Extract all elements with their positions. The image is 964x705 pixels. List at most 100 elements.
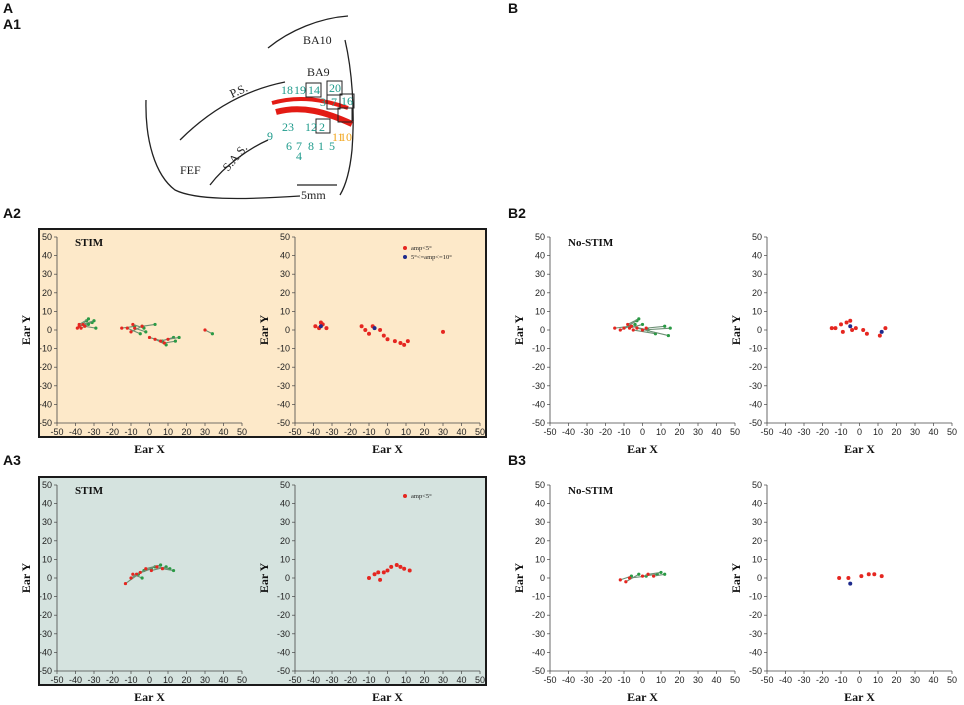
x-tick-label: -20 (816, 675, 829, 685)
trajectory-line (82, 320, 95, 325)
chart-a3-right: -50 -40 -30 -20 -10 0 10 20 30 40 50 50 40 30 20 10 0 -10… (257, 480, 485, 704)
label-ba10: BA10 (303, 33, 332, 47)
y-tick-label: -40 (277, 399, 290, 409)
x-tick-label: 40 (456, 675, 466, 685)
scatter-point (381, 333, 386, 338)
x-tick-label: 50 (475, 675, 485, 685)
trajectory-line (623, 320, 638, 329)
x-tick-label: -20 (816, 427, 829, 437)
panel-label-b3: B3 (508, 452, 526, 468)
y-tick-label: -40 (749, 399, 762, 409)
trajectory-line (642, 573, 658, 577)
x-tick-label: 10 (163, 675, 173, 685)
site-9: 9 (267, 129, 273, 143)
y-tick-label: 0 (47, 325, 52, 335)
y-tick-label: 0 (47, 573, 52, 583)
trajectory-line (642, 327, 671, 331)
site-3: 3 (320, 95, 326, 109)
site-23: 23 (282, 120, 294, 134)
label-sas: S.A.S. (220, 141, 251, 174)
trajectory-start (631, 328, 635, 332)
scatter-point (372, 326, 377, 331)
y-tick-label: -30 (532, 629, 545, 639)
scatter-point (853, 326, 858, 331)
y-tick-label: -20 (39, 610, 52, 620)
scatter-point (385, 337, 390, 342)
x-axis-label: Ear X (372, 442, 403, 456)
y-tick-label: 20 (752, 536, 762, 546)
x-axis-label: Ear X (627, 442, 658, 456)
y-tick-label: -40 (277, 647, 290, 657)
x-tick-label: 10 (873, 427, 883, 437)
x-tick-label: -20 (106, 427, 119, 437)
y-tick-label: -30 (277, 381, 290, 391)
panel-label-b2: B2 (508, 205, 526, 221)
y-tick-label: 10 (752, 554, 762, 564)
y-axis-label: Ear Y (512, 315, 526, 346)
scatter-point (872, 572, 877, 577)
chart-b2-right: -50 -40 -30 -20 -10 0 10 20 30 40 50 50 40 30 20 10 0 -10… (729, 232, 957, 456)
x-tick-label: 30 (693, 675, 703, 685)
y-tick-label: -40 (39, 647, 52, 657)
scatter-point (381, 570, 386, 575)
scatter-point (864, 331, 869, 336)
trajectory-start (162, 341, 166, 345)
y-tick-label: 30 (752, 269, 762, 279)
x-tick-label: -50 (543, 427, 556, 437)
scatter-point (372, 572, 377, 577)
trajectory-line (627, 318, 640, 325)
y-tick-label: -40 (532, 399, 545, 409)
chart-a2-right: -50 -40 -30 -20 -10 0 10 20 30 40 50 50 40 30 20 10 0 -10… (257, 232, 485, 456)
y-tick-label: -50 (749, 418, 762, 428)
panel-label-a1: A1 (3, 16, 21, 32)
x-tick-label: -20 (599, 427, 612, 437)
x-tick-label: -30 (87, 675, 100, 685)
y-tick-label: 40 (535, 251, 545, 261)
y-tick-label: -10 (39, 592, 52, 602)
principal-sulcus-line (179, 81, 286, 141)
trajectory-start (613, 326, 617, 330)
trajectory-end (663, 572, 667, 576)
y-tick-label: 50 (280, 480, 290, 490)
x-tick-label: -50 (760, 427, 773, 437)
trajectory-end (94, 326, 98, 330)
trajectory-end (159, 563, 163, 567)
label-fef: FEF (180, 163, 201, 177)
scatter-point (389, 564, 394, 569)
scatter-point (840, 329, 845, 334)
trajectory-start (120, 326, 124, 330)
scatter-point (861, 328, 866, 332)
y-tick-label: 20 (280, 288, 290, 298)
trajectory-start (652, 574, 656, 578)
site-20: 20 (329, 81, 341, 95)
condition-label: STIM (75, 237, 104, 249)
panel-label-a: A (3, 0, 14, 16)
site-box-orange (337, 107, 353, 123)
y-tick-label: -50 (532, 418, 545, 428)
x-axis-label: Ear X (134, 442, 165, 456)
scatter-point (402, 566, 407, 571)
site-12: 12 (305, 120, 317, 134)
trajectory-start (640, 574, 645, 578)
x-tick-label: -10 (362, 675, 375, 685)
scatter-point (394, 562, 399, 567)
trajectory-start (129, 576, 133, 580)
legend-label: amp<5° (411, 245, 432, 252)
y-axis-label: Ear Y (257, 315, 271, 346)
x-tick-label: 10 (656, 675, 666, 685)
x-tick-label: 40 (218, 427, 228, 437)
site-7a: 7 (331, 95, 337, 109)
y-tick-label: -20 (532, 610, 545, 620)
x-tick-label: 50 (237, 675, 247, 685)
x-tick-label: -10 (834, 427, 847, 437)
trajectory-start (646, 572, 650, 576)
y-axis-label: Ear Y (729, 315, 743, 346)
panel-label-a2: A2 (3, 205, 21, 221)
x-tick-label: -50 (50, 427, 63, 437)
y-tick-label: 10 (280, 554, 290, 564)
x-tick-label: -50 (288, 427, 301, 437)
x-tick-label: 50 (730, 427, 740, 437)
y-tick-label: 10 (535, 306, 545, 316)
trajectory-start (131, 572, 135, 576)
trajectory-line (145, 564, 161, 570)
